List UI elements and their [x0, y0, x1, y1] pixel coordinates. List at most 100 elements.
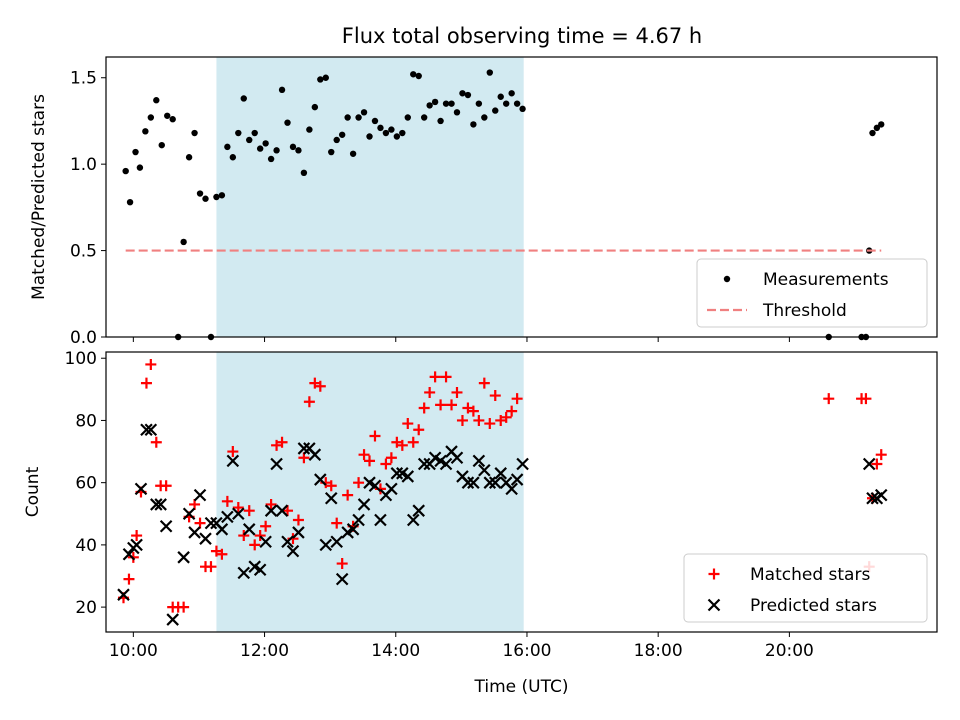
- matched-stars-point: [292, 514, 304, 526]
- measurement-point: [328, 148, 335, 156]
- matched-stars-point: [358, 449, 370, 461]
- measurement-point: [464, 91, 472, 99]
- matched-stars-point: [418, 402, 430, 414]
- measurement-point: [382, 129, 390, 137]
- count-y-ticks: 20 40 60 80 100: [65, 349, 106, 618]
- predicted-stars-point: [159, 519, 173, 533]
- measurement-point: [873, 124, 881, 132]
- matched-stars-point: [500, 411, 512, 423]
- predicted-stars-point: [324, 491, 338, 505]
- y-tick-label: 0.5: [70, 242, 97, 262]
- matched-stars-point: [380, 458, 392, 470]
- ratio-y-ticks: 0.0 0.5 1.0 1.5: [70, 69, 106, 348]
- measurement-point: [262, 140, 269, 147]
- x-tick-label: 14:00: [371, 641, 420, 661]
- predicted-stars-point: [866, 491, 879, 505]
- matched-stars-point: [205, 561, 217, 573]
- matched-stars-point: [254, 530, 266, 542]
- count-x-ticks: 10:00 12:00 14:00 16:00 18:00 20:00: [109, 632, 814, 661]
- measurement-point: [355, 114, 362, 121]
- predicted-stars-point: [478, 463, 491, 477]
- matched-stars-point: [407, 436, 419, 448]
- measurement-point: [338, 131, 346, 138]
- legend-box: [696, 258, 928, 328]
- predicted-stars-point: [385, 482, 398, 496]
- measurement-point: [278, 86, 286, 94]
- y-tick-label: 60: [75, 474, 97, 494]
- measurement-point: [126, 198, 134, 206]
- measurement-point: [442, 100, 450, 107]
- measurement-point: [448, 100, 455, 107]
- measurement-point: [180, 238, 187, 246]
- predicted-stars-point: [122, 547, 136, 561]
- legend-label: Matched stars: [750, 565, 870, 585]
- matched-stars-point: [336, 558, 348, 570]
- predicted-stars-point: [297, 442, 311, 455]
- measurement-point: [404, 114, 411, 121]
- matched-stars-point: [860, 393, 872, 405]
- measurement-point: [224, 143, 231, 151]
- predicted-stars-point: [188, 526, 201, 539]
- measurement-point: [240, 95, 247, 102]
- measurement-point: [267, 155, 275, 163]
- count-y-axis-label: Count: [23, 466, 43, 517]
- measurement-point: [497, 93, 504, 100]
- y-tick-label: 20: [75, 598, 97, 618]
- predicted-stars-point: [494, 467, 508, 480]
- matched-stars-point: [160, 480, 172, 492]
- measurement-point: [289, 143, 297, 151]
- predicted-stars-point: [242, 523, 256, 536]
- measurement-point: [371, 117, 379, 125]
- predicted-stars-point: [221, 510, 234, 524]
- matched-stars-point: [260, 520, 272, 532]
- predicted-stars-point: [368, 479, 382, 493]
- x-tick-label: 20:00: [765, 641, 814, 661]
- measurement-point: [256, 145, 264, 152]
- predicted-stars-point: [144, 423, 158, 437]
- matched-stars-point: [489, 390, 501, 402]
- matched-stars-point: [238, 530, 250, 542]
- matched-stars-point: [314, 380, 326, 392]
- count-panel: 20 40 60 80 100 10:00 12:00 14:00 16:00 18:00 20:…: [23, 349, 938, 697]
- measurement-point: [273, 147, 280, 154]
- measurement-point: [202, 195, 209, 202]
- matched-stars-point: [282, 505, 294, 517]
- measurement-point: [420, 114, 428, 121]
- measurement-point: [344, 114, 351, 121]
- measurement-point: [437, 117, 444, 125]
- matched-stars-point: [511, 393, 523, 405]
- measurement-point: [459, 90, 466, 97]
- predicted-stars-point: [130, 538, 143, 552]
- measurement-point: [377, 124, 384, 132]
- predicted-stars-point: [335, 572, 349, 586]
- matched-stars-point: [150, 436, 162, 448]
- measurement-point: [142, 128, 149, 135]
- matched-stars-point: [298, 452, 310, 464]
- measurement-point: [158, 141, 165, 149]
- x-tick-label: 12:00: [240, 641, 289, 661]
- measurement-point: [169, 116, 176, 123]
- measurement-point: [218, 192, 226, 199]
- predicted-stars-point: [319, 538, 333, 552]
- matched-stars-point: [145, 358, 157, 370]
- predicted-stars-point: [467, 476, 480, 489]
- measurement-point: [366, 133, 373, 140]
- matched-stars-point: [484, 418, 496, 430]
- predicted-stars-point: [177, 551, 190, 564]
- measurement-point: [235, 129, 242, 137]
- predicted-stars-point: [346, 523, 360, 536]
- matched-stars-point: [303, 396, 315, 408]
- ratio-marks: [122, 69, 885, 341]
- predicted-stars-point: [232, 507, 245, 521]
- measurement-point: [246, 136, 253, 144]
- matched-stars-point: [429, 371, 441, 383]
- measurement-point: [481, 114, 488, 121]
- measurement-point: [426, 102, 433, 109]
- ratio-legend: Measurements Threshold: [696, 258, 928, 328]
- predicted-stars-point: [182, 507, 196, 521]
- x-tick-label: 18:00: [634, 641, 683, 661]
- predicted-stars-point: [401, 470, 415, 483]
- matched-stars-point: [325, 480, 337, 492]
- matched-stars-point: [342, 489, 354, 501]
